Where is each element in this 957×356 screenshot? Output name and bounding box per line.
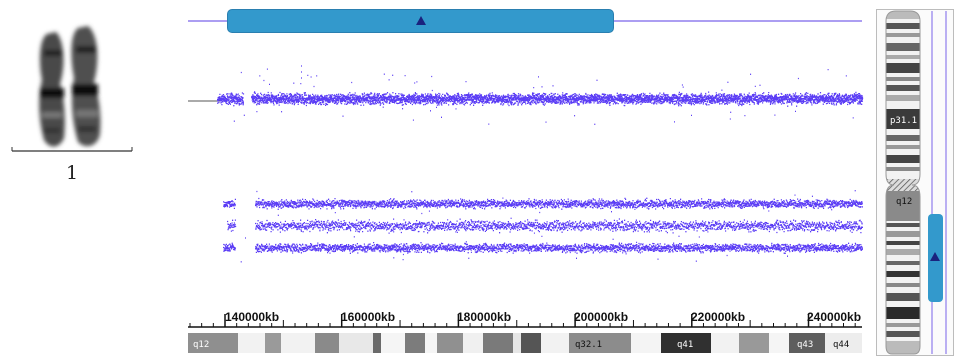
baf-lower-band	[223, 241, 863, 254]
log-ratio-scatter	[217, 65, 864, 125]
chromosome-karyogram-image	[11, 26, 133, 152]
ideogram-region-marker[interactable]	[928, 214, 943, 302]
tick-label-240000: 240000kb	[807, 310, 861, 324]
triangle-up-icon	[930, 252, 940, 261]
tick-label-180000: 180000kb	[457, 310, 511, 324]
band-label-q44: q44	[833, 340, 849, 350]
tick-label-220000: 220000kb	[691, 310, 745, 324]
genome-browser-plot[interactable]: 140000kb 160000kb 180000kb 200000kb 2200…	[185, 0, 865, 356]
cytoband-strip: q12 q32.1 q41 q43 q44	[188, 333, 862, 353]
log-ratio-outliers	[233, 65, 854, 125]
baf-middle-band	[227, 218, 863, 234]
band-label-q43: q43	[797, 340, 813, 350]
chromosome-number-label: 1	[65, 162, 79, 184]
tick-label-140000: 140000kb	[225, 310, 279, 324]
tick-label-200000: 200000kb	[574, 310, 628, 324]
log-ratio-points	[217, 91, 864, 107]
selected-region-bar[interactable]	[227, 9, 614, 33]
ideogram-band-label-p31-1: p31.1	[890, 116, 917, 126]
band-label-q12: q12	[193, 340, 209, 350]
ideogram-band-label-q12: q12	[896, 197, 912, 207]
band-label-q41: q41	[677, 340, 693, 350]
baf-upper-band	[223, 197, 863, 210]
band-label-q32-1: q32.1	[575, 340, 602, 350]
triangle-up-icon	[416, 16, 426, 25]
tick-label-160000: 160000kb	[341, 310, 395, 324]
kb-ruler: 140000kb 160000kb 180000kb 200000kb 2200…	[188, 310, 862, 328]
baf-scatter-noise	[240, 190, 856, 263]
b-allele-frequency-scatter	[223, 190, 863, 263]
chromosome-ideogram[interactable]: p31.1 q12	[876, 9, 954, 356]
